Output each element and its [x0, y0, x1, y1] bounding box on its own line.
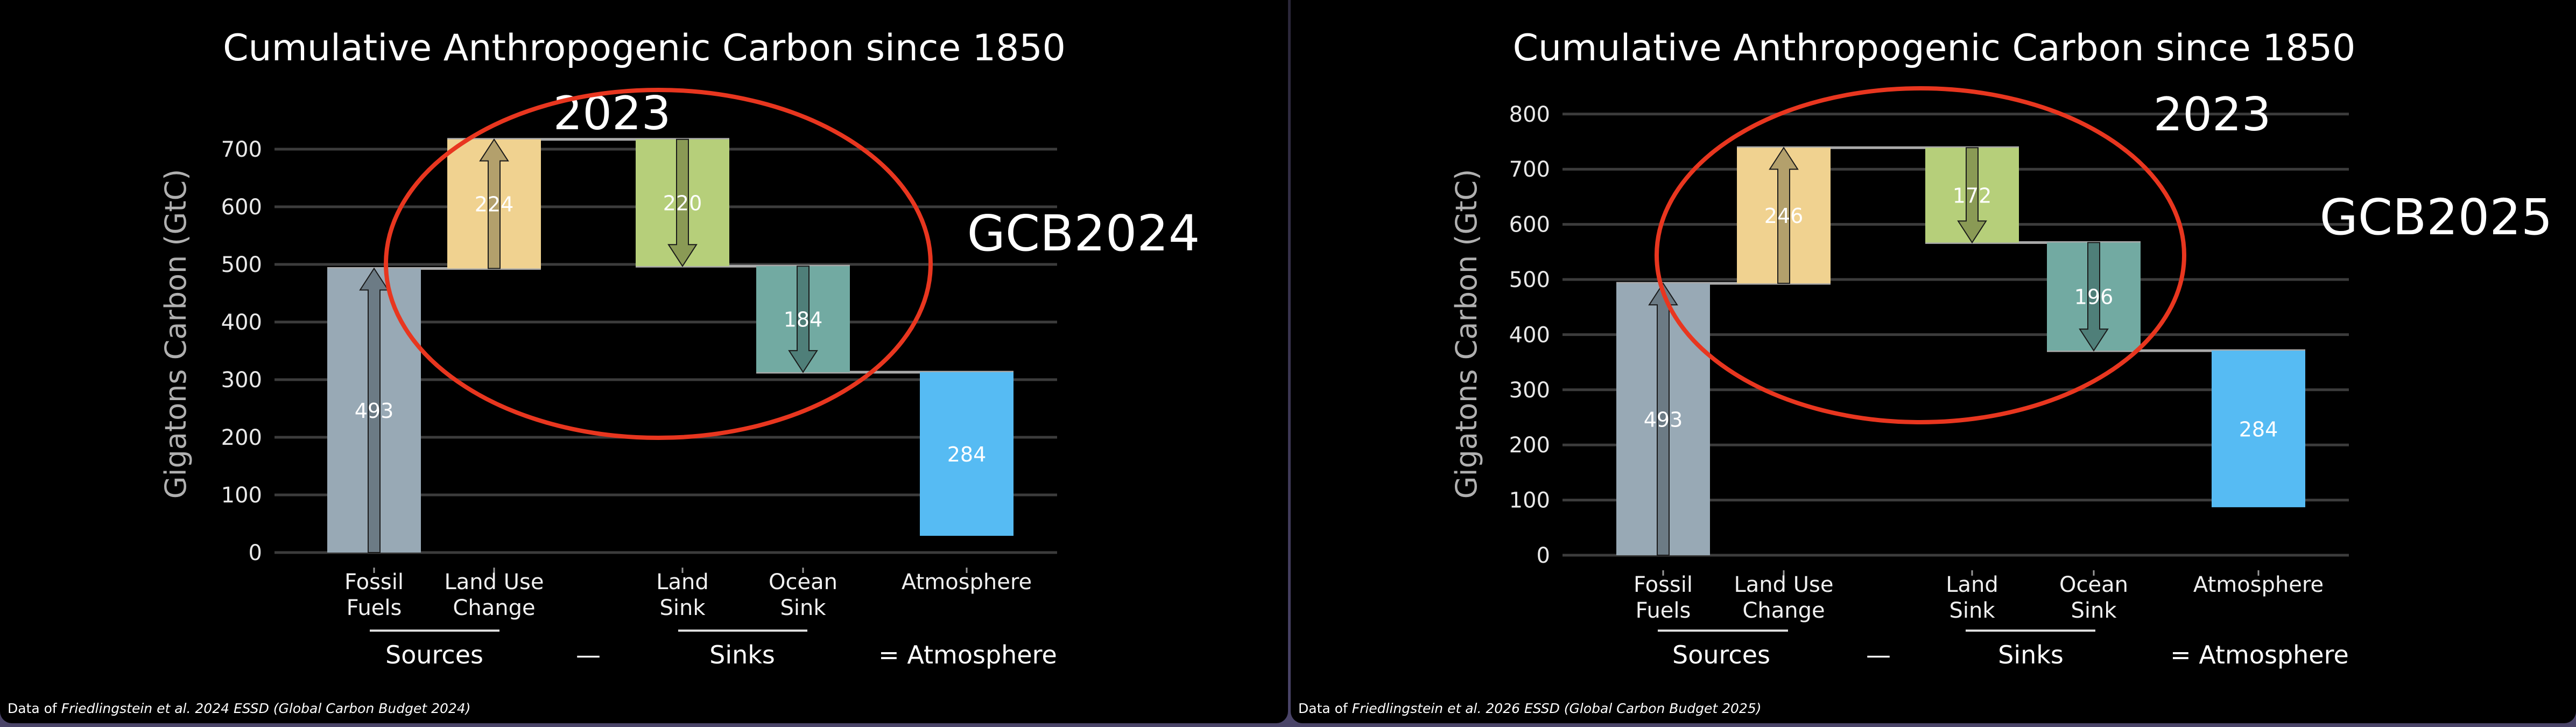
x-tick-label: Sink	[1949, 598, 1995, 623]
bar-value-label: 284	[947, 443, 987, 466]
x-tick-label: Sink	[659, 596, 706, 620]
y-tick-label: 500	[221, 253, 262, 277]
bar-value-label: 184	[784, 308, 823, 332]
highlight-ellipse	[384, 88, 933, 440]
arrow-up-icon	[359, 267, 389, 553]
y-tick-label: 500	[1509, 268, 1550, 292]
bar-value-label: 246	[1764, 204, 1804, 228]
bar-4	[2212, 351, 2305, 507]
y-tick-label: 200	[221, 425, 262, 450]
x-tick-label: Atmosphere	[902, 570, 1032, 595]
arrow-up-icon	[1769, 146, 1799, 284]
y-tick-label: 200	[1509, 433, 1550, 458]
y-axis-label: Gigatons Carbon (GtC)	[159, 169, 193, 499]
highlight-ellipse	[1655, 86, 2186, 424]
footnote-citation: Friedlingstein et al. 2026 ESSD (Global …	[1352, 701, 1762, 716]
y-tick-label: 600	[221, 195, 262, 220]
y-tick-label: 400	[221, 310, 262, 335]
group-label-minus: —	[576, 640, 601, 669]
waterfall-chart-gcb2024: Cumulative Anthropogenic Carbon since 18…	[8, 27, 1200, 716]
annotation-year: 2023	[553, 87, 671, 141]
x-tick-label: Fuels	[347, 596, 402, 620]
y-axis-label: Gigatons Carbon (GtC)	[1449, 169, 1483, 499]
chart-title: Cumulative Anthropogenic Carbon since 18…	[1513, 27, 2356, 69]
footnote: Data of Friedlingstein et al. 2024 ESSD …	[8, 701, 471, 716]
group-label-sinks: Sinks	[709, 640, 775, 669]
x-tick-label: Fossil	[1634, 572, 1693, 597]
group-label-sources: Sources	[385, 640, 483, 669]
annotation-gcb-label: GCB2025	[2320, 188, 2553, 246]
group-label-atmosphere: = Atmosphere	[878, 640, 1057, 669]
arrow-up-icon	[1648, 282, 1678, 556]
y-tick-label: 700	[1509, 157, 1550, 182]
y-tick-label: 800	[1509, 102, 1550, 127]
bar-4	[920, 372, 1013, 536]
bar-value-label: 220	[663, 192, 702, 215]
arrow-up-icon	[479, 138, 509, 269]
y-tick-label: 300	[221, 368, 262, 393]
bar-value-label: 224	[475, 193, 514, 216]
arrow-down-icon	[1957, 147, 1987, 244]
x-tick-label: Sink	[2071, 598, 2117, 623]
waterfall-chart-gcb2025: Cumulative Anthropogenic Carbon since 18…	[1298, 27, 2553, 716]
bar-value-label: 493	[1644, 408, 1683, 432]
bar-value-label: 172	[1953, 184, 1992, 207]
chart-title: Cumulative Anthropogenic Carbon since 18…	[223, 27, 1066, 69]
group-label-sinks: Sinks	[1998, 640, 2064, 669]
x-tick-label: Change	[453, 596, 535, 620]
y-tick-label: 0	[249, 541, 262, 565]
y-tick-label: 700	[221, 137, 262, 162]
y-tick-label: 100	[1509, 488, 1550, 513]
x-tick-label: Ocean	[769, 570, 837, 595]
group-label-sources: Sources	[1672, 640, 1770, 669]
y-tick-label: 0	[1537, 543, 1550, 568]
x-tick-label: Atmosphere	[2193, 572, 2324, 597]
footnote-citation: Friedlingstein et al. 2024 ESSD (Global …	[61, 701, 471, 716]
x-tick-label: Land	[1946, 572, 1998, 597]
footnote-prefix: Data of	[1298, 701, 1352, 716]
arrow-down-icon	[788, 265, 818, 373]
arrow-down-icon	[2079, 242, 2109, 352]
y-tick-label: 400	[1509, 323, 1550, 347]
group-label-minus: —	[1866, 640, 1891, 669]
x-tick-label: Land Use	[445, 570, 544, 595]
bar-value-label: 284	[2239, 418, 2278, 442]
footnote: Data of Friedlingstein et al. 2026 ESSD …	[1298, 701, 1762, 716]
annotation-gcb-label: GCB2024	[967, 205, 1200, 262]
y-tick-label: 100	[221, 483, 262, 508]
x-tick-label: Fuels	[1636, 598, 1691, 623]
chart-panel-gcb2024: Cumulative Anthropogenic Carbon since 18…	[0, 0, 1288, 723]
bar-value-label: 196	[2074, 285, 2114, 309]
bar-value-label: 493	[355, 399, 394, 423]
y-tick-label: 600	[1509, 213, 1550, 237]
x-tick-label: Land	[656, 570, 709, 595]
footnote-prefix: Data of	[8, 701, 61, 716]
x-tick-label: Land Use	[1734, 572, 1834, 597]
y-tick-label: 300	[1509, 378, 1550, 403]
x-tick-label: Ocean	[2059, 572, 2128, 597]
x-tick-label: Change	[1742, 598, 1825, 623]
annotation-year: 2023	[2153, 88, 2271, 142]
arrow-down-icon	[667, 138, 698, 268]
x-tick-label: Sink	[780, 596, 826, 620]
x-tick-label: Fossil	[344, 570, 404, 595]
group-label-atmosphere: = Atmosphere	[2170, 640, 2349, 669]
chart-panel-gcb2025: Cumulative Anthropogenic Carbon since 18…	[1291, 0, 2576, 723]
